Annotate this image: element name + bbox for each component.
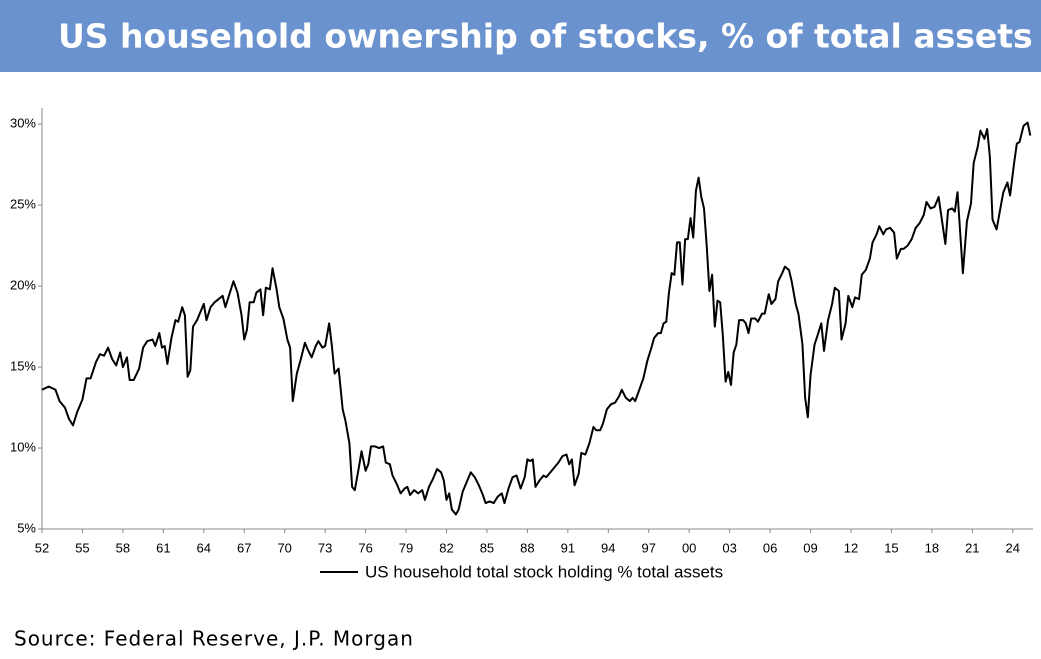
y-tick-label: 10% [10, 439, 36, 454]
x-tick-label: 03 [722, 540, 736, 555]
x-tick-label: 18 [925, 540, 939, 555]
x-tick-label: 06 [763, 540, 777, 555]
x-tick-label: 73 [318, 540, 332, 555]
x-tick-label: 55 [75, 540, 89, 555]
x-tick-label: 12 [844, 540, 858, 555]
y-tick-label: 30% [10, 116, 36, 131]
x-tick-label: 58 [116, 540, 130, 555]
x-tick-label: 97 [642, 540, 656, 555]
x-tick-label: 24 [1006, 540, 1020, 555]
x-tick-label: 61 [156, 540, 170, 555]
y-tick-label: 5% [17, 520, 36, 535]
x-tick-label: 64 [197, 540, 211, 555]
title-banner [0, 0, 1041, 72]
y-tick-label: 25% [10, 197, 36, 212]
x-tick-label: 00 [682, 540, 696, 555]
x-tick-label: 82 [439, 540, 453, 555]
x-tick-label: 76 [358, 540, 372, 555]
x-tick-label: 94 [601, 540, 615, 555]
chart-title: US household ownership of stocks, % of t… [58, 17, 1033, 56]
x-tick-label: 85 [480, 540, 494, 555]
x-tick-label: 70 [277, 540, 291, 555]
x-tick-label: 79 [399, 540, 413, 555]
y-tick-label: 20% [10, 278, 36, 293]
x-tick-label: 91 [561, 540, 575, 555]
source: Source: Federal Reserve, J.P. Morgan [14, 627, 414, 651]
x-tick-label: 67 [237, 540, 251, 555]
legend-label: US household total stock holding % total… [365, 562, 723, 581]
data-line [41, 121, 1032, 516]
y-tick-label: 15% [10, 359, 36, 374]
x-tick-label: 15 [884, 540, 898, 555]
x-tick-label: 88 [520, 540, 534, 555]
x-tick-label: 09 [803, 540, 817, 555]
x-tick-label: 21 [965, 540, 979, 555]
x-tick-label: 52 [35, 540, 49, 555]
